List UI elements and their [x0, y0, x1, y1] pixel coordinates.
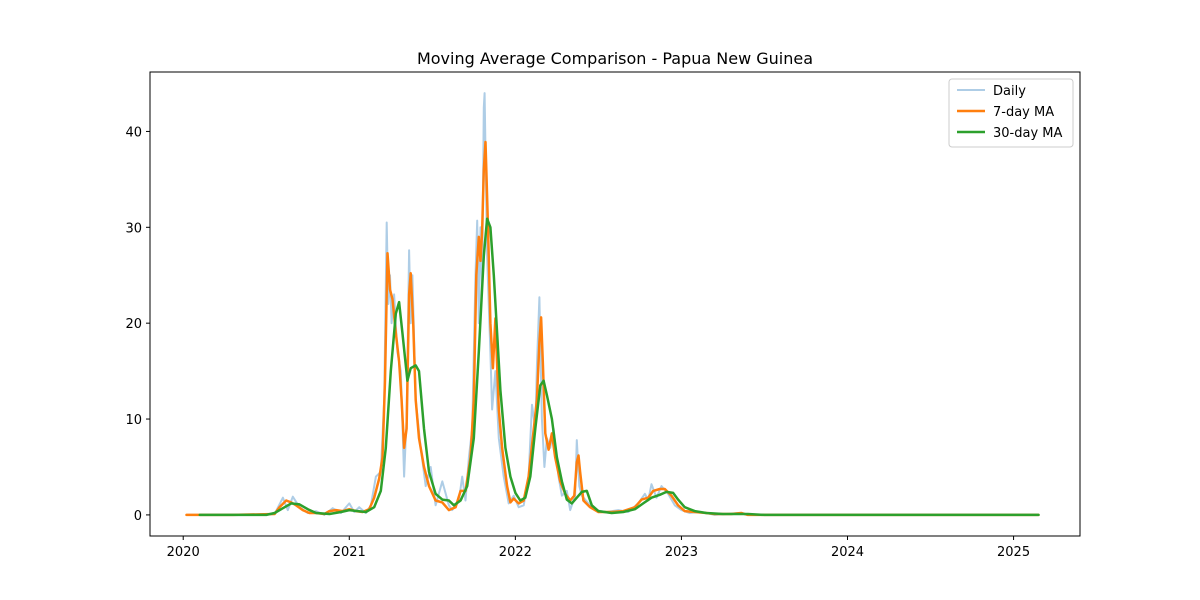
- series-line-2: [198, 217, 1040, 517]
- legend-label-2: 30-day MA: [993, 126, 1062, 141]
- x-axis: 2020 2021 2022 2023 2024 2025: [167, 536, 1030, 560]
- x-tick-label: 2020: [167, 545, 200, 560]
- series-line-0: [185, 92, 1040, 516]
- x-tick-label: 2024: [831, 545, 864, 560]
- x-tick-label: 2022: [499, 545, 532, 560]
- x-tick-label: 2023: [665, 545, 698, 560]
- series-layer: [185, 92, 1040, 517]
- y-tick-label: 30: [125, 221, 142, 236]
- y-tick-label: 10: [125, 413, 142, 428]
- y-tick-label: 40: [125, 125, 142, 140]
- legend-label-0: Daily: [993, 84, 1026, 99]
- y-tick-label: 0: [134, 509, 142, 524]
- legend-box: [948, 78, 1074, 148]
- x-tick-label: 2021: [333, 545, 366, 560]
- y-tick-label: 20: [125, 317, 142, 332]
- legend-label-1: 7-day MA: [993, 105, 1054, 120]
- x-tick-label: 2025: [997, 545, 1030, 560]
- y-axis: 0 10 20 30 40: [125, 125, 150, 524]
- legend: Daily 7-day MA 30-day MA: [948, 78, 1074, 148]
- plot-frame: [149, 71, 1081, 537]
- chart-title: Moving Average Comparison - Papua New Gu…: [417, 49, 813, 68]
- series-line-1: [185, 140, 1040, 517]
